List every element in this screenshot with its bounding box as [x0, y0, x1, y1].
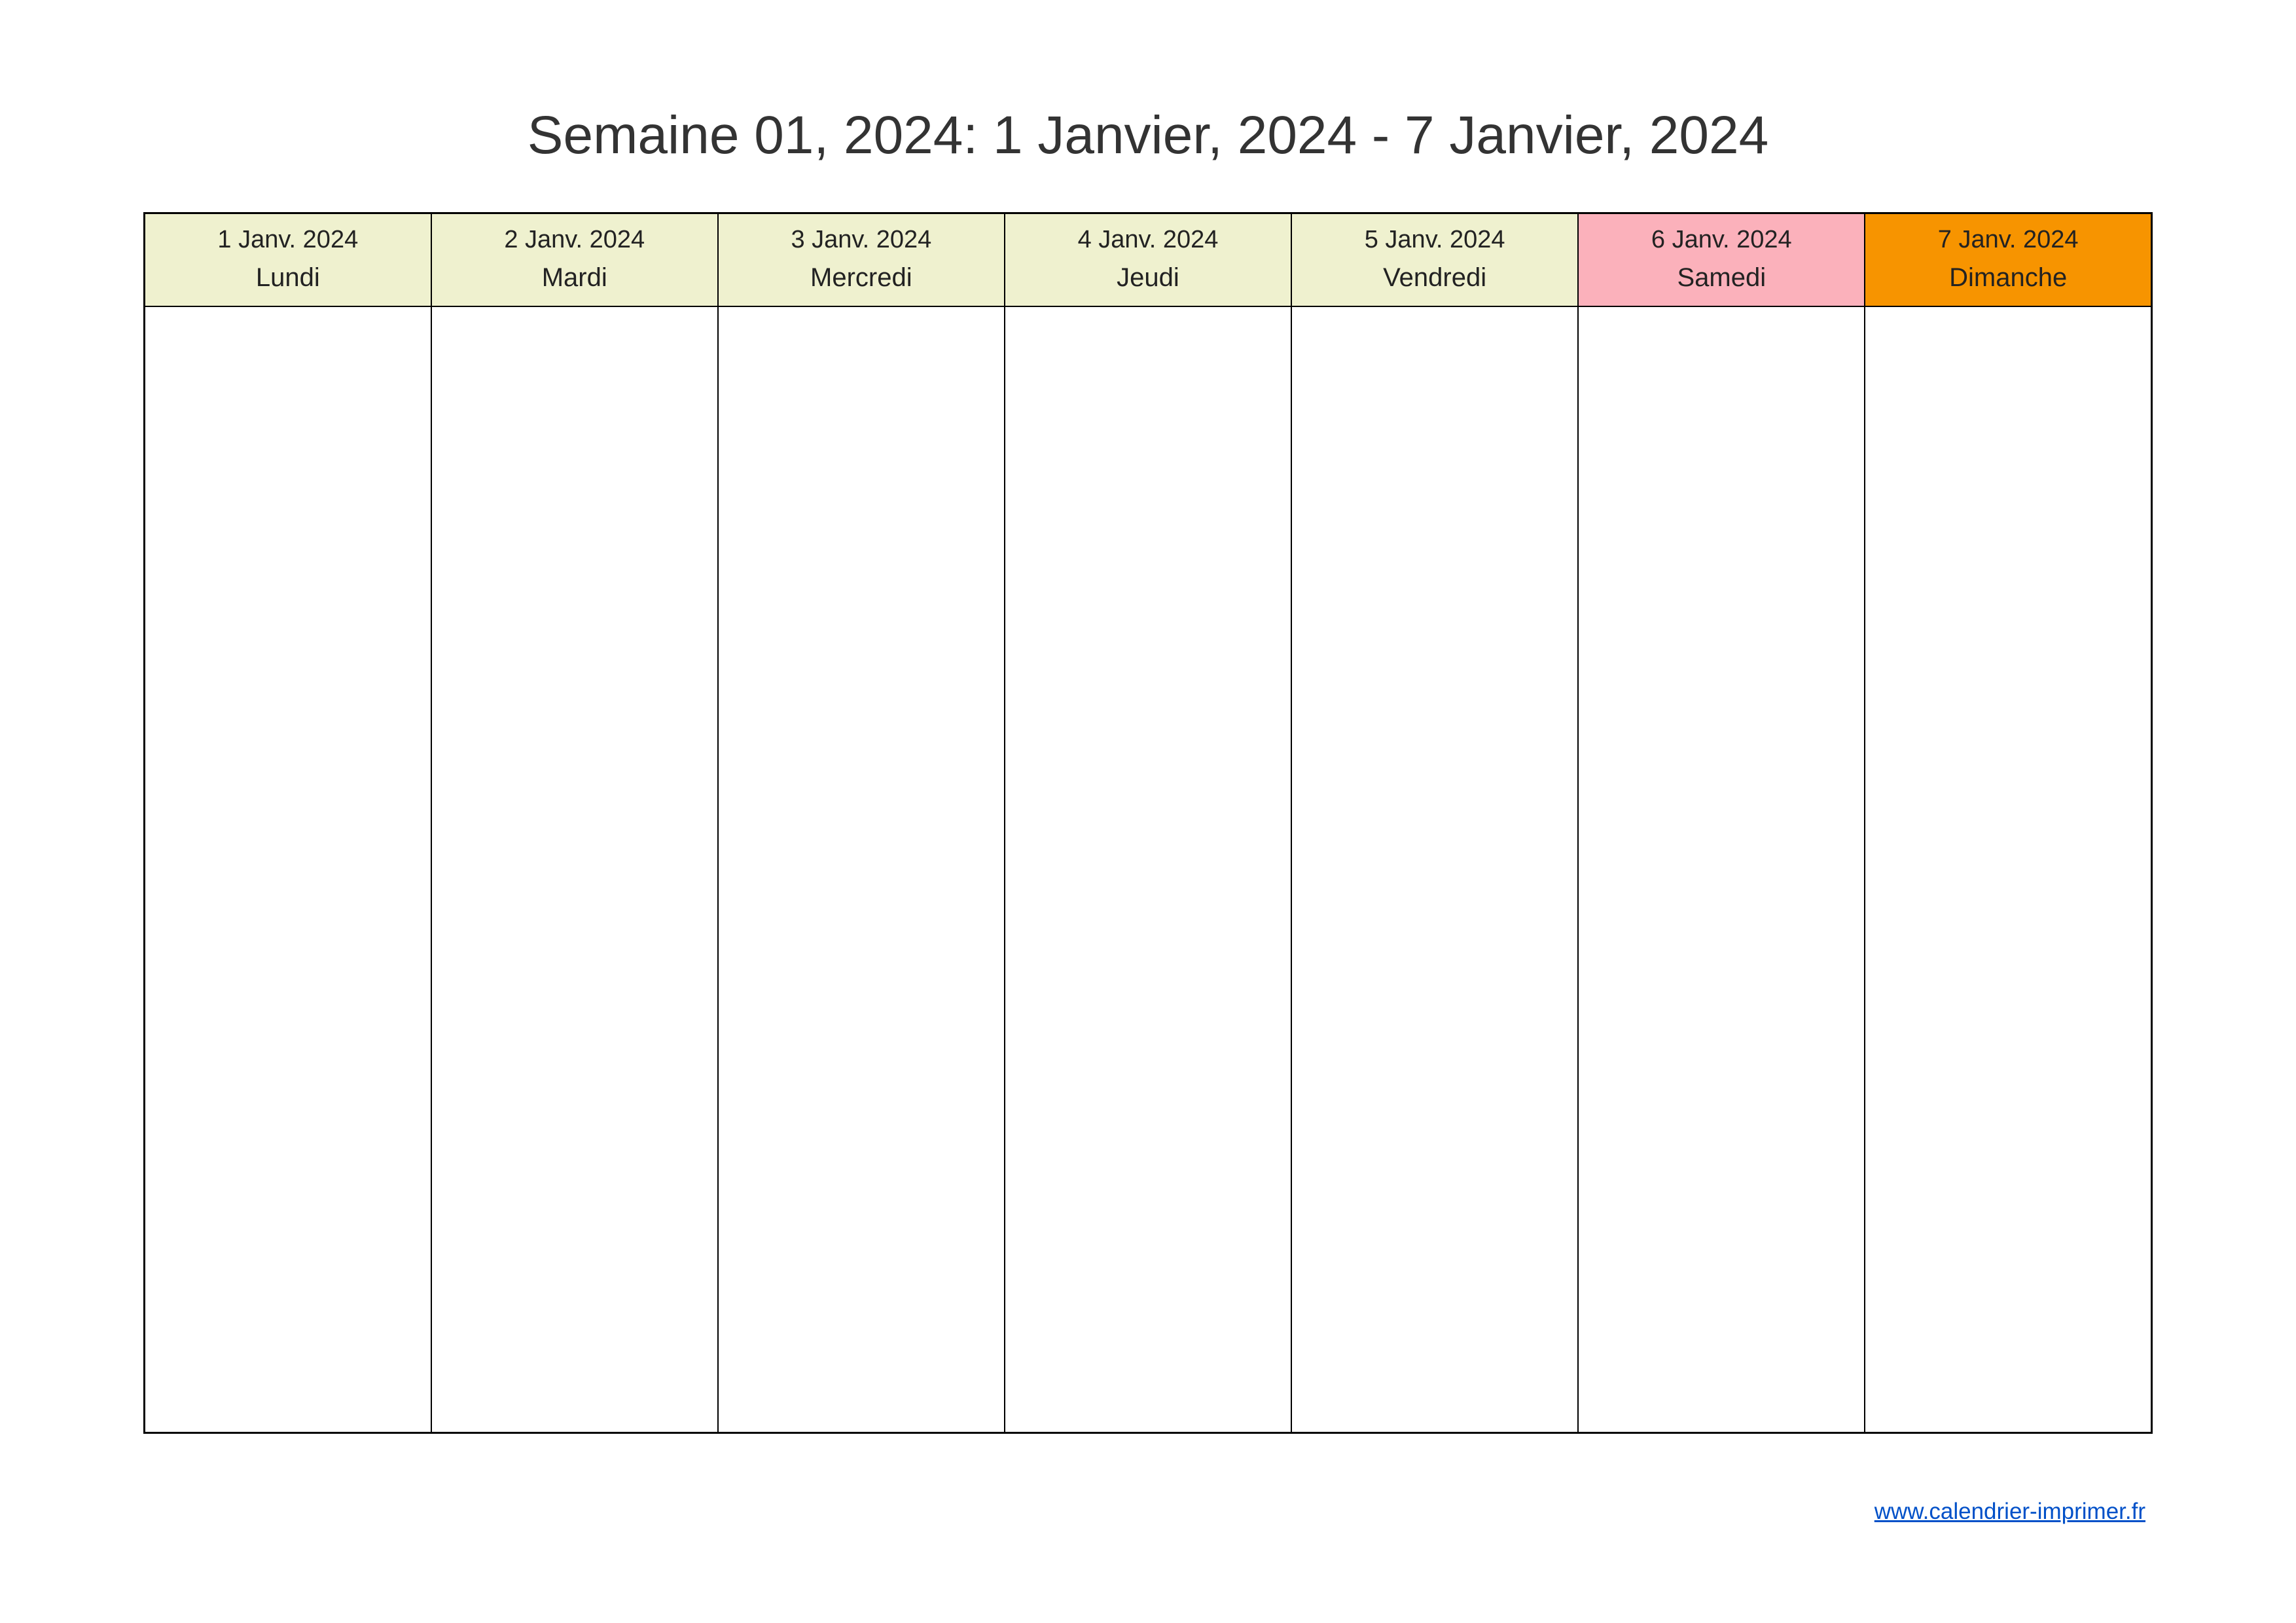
day-header-mercredi: 3 Janv. 2024 Mercredi	[718, 213, 1005, 307]
day-cell-lundi	[145, 306, 431, 1432]
day-cell-jeudi	[1005, 306, 1291, 1432]
day-cell-mardi	[431, 306, 718, 1432]
day-header-day: Vendredi	[1297, 263, 1572, 293]
page-title: Semaine 01, 2024: 1 Janvier, 2024 - 7 Ja…	[0, 105, 2296, 166]
day-cell-dimanche	[1865, 306, 2151, 1432]
calendar-body-row	[145, 306, 2152, 1432]
day-header-day: Lundi	[151, 263, 425, 293]
footer-source-link[interactable]: www.calendrier-imprimer.fr	[1874, 1499, 2145, 1525]
day-header-date: 3 Janv. 2024	[724, 226, 999, 254]
day-header-dimanche: 7 Janv. 2024 Dimanche	[1865, 213, 2151, 307]
week-calendar-table: 1 Janv. 2024 Lundi 2 Janv. 2024 Mardi 3 …	[143, 212, 2153, 1434]
day-header-vendredi: 5 Janv. 2024 Vendredi	[1291, 213, 1578, 307]
day-header-mardi: 2 Janv. 2024 Mardi	[431, 213, 718, 307]
day-header-day: Jeudi	[1011, 263, 1285, 293]
day-header-jeudi: 4 Janv. 2024 Jeudi	[1005, 213, 1291, 307]
day-header-date: 2 Janv. 2024	[437, 226, 712, 254]
page: Semaine 01, 2024: 1 Janvier, 2024 - 7 Ja…	[0, 0, 2296, 1623]
day-header-day: Mercredi	[724, 263, 999, 293]
day-header-day: Samedi	[1584, 263, 1859, 293]
day-header-day: Dimanche	[1871, 263, 2145, 293]
day-header-samedi: 6 Janv. 2024 Samedi	[1578, 213, 1865, 307]
day-header-date: 7 Janv. 2024	[1871, 226, 2145, 254]
day-cell-vendredi	[1291, 306, 1578, 1432]
day-header-day: Mardi	[437, 263, 712, 293]
day-header-lundi: 1 Janv. 2024 Lundi	[145, 213, 431, 307]
day-header-date: 6 Janv. 2024	[1584, 226, 1859, 254]
day-header-date: 5 Janv. 2024	[1297, 226, 1572, 254]
day-header-date: 4 Janv. 2024	[1011, 226, 1285, 254]
calendar-header-row: 1 Janv. 2024 Lundi 2 Janv. 2024 Mardi 3 …	[145, 213, 2152, 307]
day-cell-mercredi	[718, 306, 1005, 1432]
day-cell-samedi	[1578, 306, 1865, 1432]
calendar-wrapper: 1 Janv. 2024 Lundi 2 Janv. 2024 Mardi 3 …	[143, 212, 2153, 1434]
day-header-date: 1 Janv. 2024	[151, 226, 425, 254]
